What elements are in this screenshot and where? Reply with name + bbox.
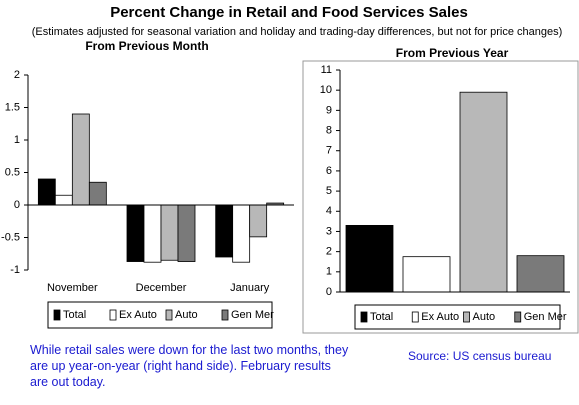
title: Percent Change in Retail and Food Servic… [110,4,468,21]
legend-label: Gen Mer [524,311,567,323]
legend-swatch [463,311,470,323]
y-tick-label: -0.5 [1,231,20,243]
y-tick-label: 9 [326,104,332,116]
y-tick-label: 10 [320,84,332,96]
x-tick-label: November [47,282,98,294]
y-tick-label: 1 [14,134,20,146]
bar [37,178,56,206]
bar [402,256,451,293]
legend-swatch [360,311,368,323]
y-tick-label: 7 [326,145,332,157]
y-tick-label: 0.5 [5,166,20,178]
x-tick-label: January [230,282,270,294]
legend-swatch [514,311,522,323]
source: Source: US census bureau [408,349,551,363]
bar [71,113,90,206]
legend-swatch [109,309,117,321]
bar [143,204,162,263]
bar [177,204,196,262]
y-tick-label: 11 [321,64,332,76]
caption: While retail sales were down for the las… [30,343,349,389]
right-frame [302,60,579,334]
bar [459,91,508,293]
y-tick-label: -1 [10,264,20,276]
legend-label: Total [370,311,393,323]
legend-label: Auto [175,309,198,321]
legend-label: Total [63,309,86,321]
bar [160,204,179,261]
y-tick-label: 3 [326,225,332,237]
legend-box [354,304,561,330]
legend-swatch [411,311,419,323]
legend-label: Auto [473,311,496,323]
y-tick-label: 0 [14,199,20,211]
caption-box: While retail sales were down for the las… [30,343,349,389]
chart-title: From Previous Year [396,46,509,60]
legend-label: Gen Mer [231,309,274,321]
bar [88,181,107,206]
legend-box [47,301,273,329]
y-tick-label: 2 [14,69,20,81]
bar [249,204,268,238]
bar [232,204,251,263]
y-tick-label: 5 [326,185,332,197]
legend-swatch [165,309,173,321]
bar [516,255,565,293]
legend-label: Ex Auto [119,309,157,321]
y-tick-label: 4 [326,205,332,217]
legend-swatch [221,309,229,321]
y-tick-label: 6 [326,165,332,177]
y-tick-label: 2 [326,246,332,258]
bar [345,224,394,293]
x-tick-label: December [136,282,187,294]
bar [54,194,73,206]
bar [215,204,234,258]
y-tick-label: 0 [326,286,332,298]
legend-swatch [53,309,61,321]
chart-title: From Previous Month [85,39,208,53]
y-tick-label: 1 [326,266,332,278]
subtitle: (Estimates adjusted for seasonal variati… [32,26,563,38]
bar [126,204,145,262]
y-tick-label: 1.5 [5,101,20,113]
y-tick-label: 8 [326,124,332,136]
legend-label: Ex Auto [421,311,459,323]
